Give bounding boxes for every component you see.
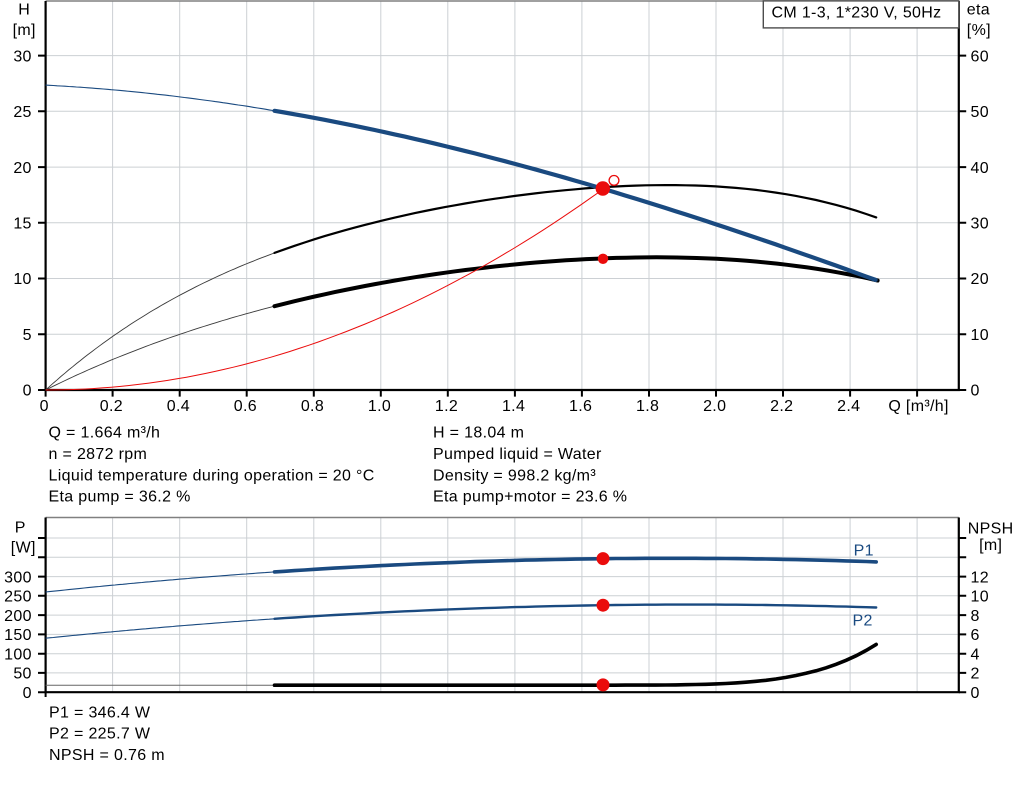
svg-text:eta: eta: [967, 2, 990, 19]
svg-text:Eta pump = 36.2 %: Eta pump = 36.2 %: [49, 489, 191, 506]
svg-text:60: 60: [971, 48, 989, 65]
svg-text:2.4: 2.4: [837, 398, 860, 415]
svg-text:30: 30: [13, 48, 31, 65]
svg-text:H: H: [18, 2, 30, 19]
svg-text:P: P: [15, 519, 26, 536]
svg-text:30: 30: [971, 216, 989, 233]
svg-text:0: 0: [23, 383, 32, 400]
svg-text:40: 40: [971, 160, 989, 177]
svg-text:[m]: [m]: [13, 22, 36, 39]
svg-text:50: 50: [13, 666, 31, 683]
svg-text:[W]: [W]: [11, 540, 36, 557]
svg-text:P2 = 225.7 W: P2 = 225.7 W: [49, 725, 151, 742]
svg-text:CM 1-3, 1*230 V, 50Hz: CM 1-3, 1*230 V, 50Hz: [772, 4, 942, 21]
svg-text:6: 6: [971, 627, 980, 644]
svg-text:P2: P2: [852, 613, 872, 630]
svg-text:Q = 1.664 m³/h: Q = 1.664 m³/h: [49, 425, 161, 442]
svg-text:10: 10: [971, 589, 989, 606]
svg-text:20: 20: [13, 160, 31, 177]
svg-text:20: 20: [971, 271, 989, 288]
svg-text:300: 300: [4, 569, 32, 586]
svg-text:[m]: [m]: [979, 537, 1002, 554]
svg-text:Density = 998.2 kg/m³: Density = 998.2 kg/m³: [433, 467, 596, 484]
svg-text:P1: P1: [854, 542, 874, 559]
svg-text:150: 150: [4, 627, 32, 644]
svg-text:0: 0: [23, 685, 32, 702]
svg-text:15: 15: [13, 216, 31, 233]
svg-text:2.2: 2.2: [770, 398, 793, 415]
svg-text:0: 0: [971, 383, 980, 400]
svg-text:H = 18.04 m: H = 18.04 m: [433, 425, 524, 442]
svg-text:200: 200: [4, 608, 32, 625]
svg-text:NPSH: NPSH: [968, 520, 1014, 537]
svg-text:12: 12: [971, 569, 989, 586]
svg-text:1.8: 1.8: [636, 398, 659, 415]
svg-text:0: 0: [40, 398, 49, 415]
svg-text:4: 4: [971, 646, 980, 663]
svg-text:0: 0: [971, 685, 980, 702]
svg-text:50: 50: [971, 104, 989, 121]
svg-text:100: 100: [4, 646, 32, 663]
svg-text:1.6: 1.6: [569, 398, 592, 415]
svg-text:1.0: 1.0: [368, 398, 391, 415]
svg-text:0.2: 0.2: [100, 398, 123, 415]
svg-text:2: 2: [971, 666, 980, 683]
svg-text:25: 25: [13, 104, 31, 121]
svg-text:n = 2872 rpm: n = 2872 rpm: [49, 446, 148, 463]
svg-text:8: 8: [971, 608, 980, 625]
svg-text:0.8: 0.8: [301, 398, 324, 415]
svg-text:P1 = 346.4 W: P1 = 346.4 W: [49, 705, 151, 722]
svg-text:[%]: [%]: [967, 22, 991, 39]
svg-text:Q [m³/h]: Q [m³/h]: [888, 398, 948, 415]
svg-text:2.0: 2.0: [703, 398, 726, 415]
svg-text:0.4: 0.4: [167, 398, 190, 415]
svg-text:1.4: 1.4: [502, 398, 525, 415]
svg-text:Liquid temperature during oper: Liquid temperature during operation = 20…: [49, 467, 375, 484]
svg-text:NPSH = 0.76 m: NPSH = 0.76 m: [49, 747, 165, 764]
svg-text:250: 250: [4, 589, 32, 606]
svg-text:10: 10: [971, 327, 989, 344]
svg-text:1.2: 1.2: [435, 398, 458, 415]
svg-text:10: 10: [13, 271, 31, 288]
svg-text:0.6: 0.6: [234, 398, 257, 415]
svg-text:5: 5: [23, 327, 32, 344]
svg-text:Eta pump+motor = 23.6 %: Eta pump+motor = 23.6 %: [433, 489, 627, 506]
svg-text:Pumped liquid = Water: Pumped liquid = Water: [433, 446, 602, 463]
